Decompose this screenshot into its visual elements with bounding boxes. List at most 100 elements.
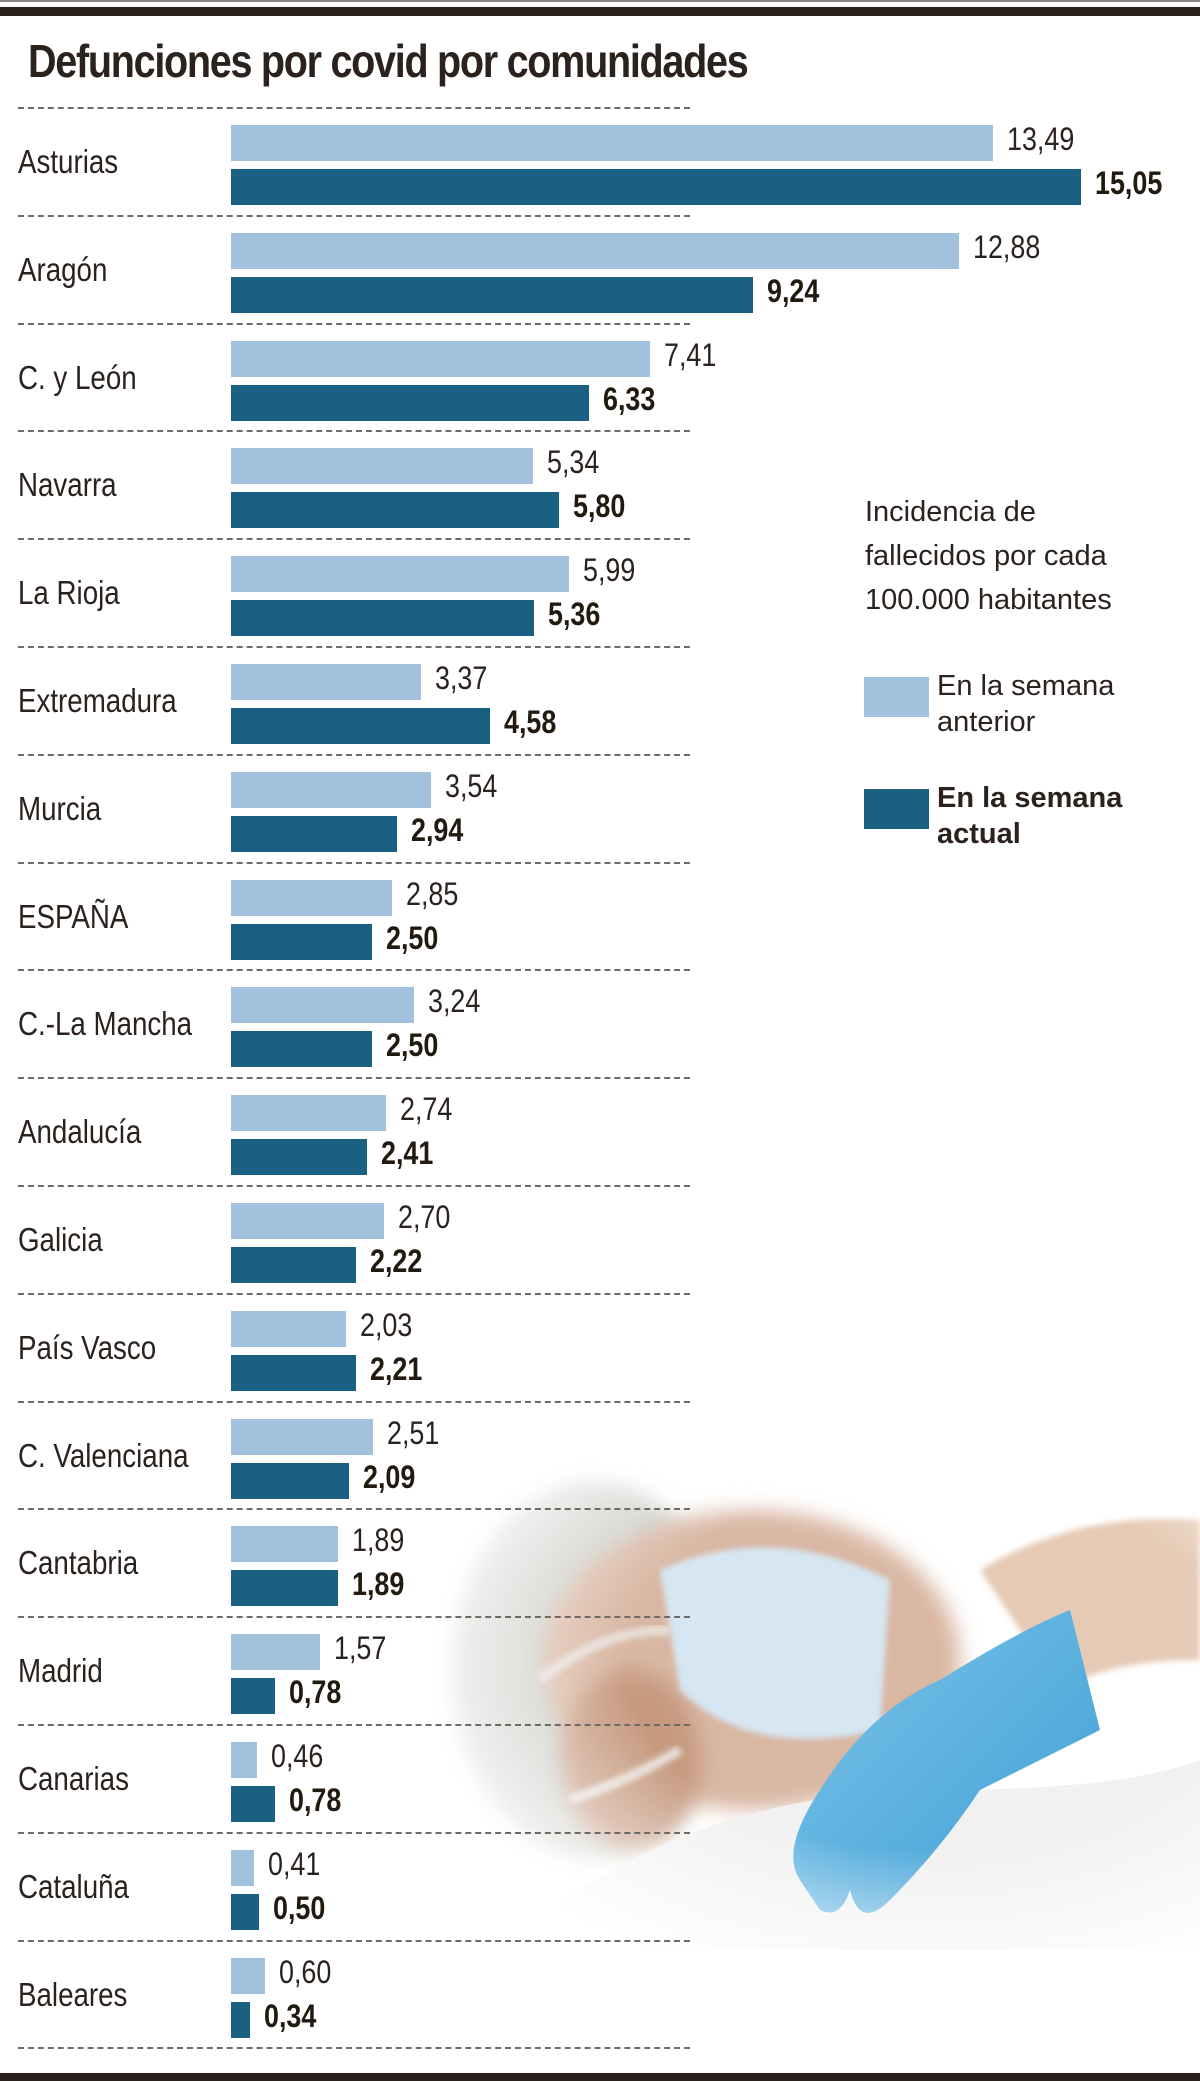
bar-current-week	[231, 1893, 260, 1930]
bar-previous-week	[231, 1849, 255, 1886]
row-label: Asturias	[18, 143, 119, 180]
value-current-week: 5,36	[547, 596, 601, 633]
row-divider	[18, 214, 690, 217]
bar-previous-week	[231, 1203, 384, 1239]
value-previous-week: 7,41	[663, 336, 716, 373]
row-label: C. Valenciana	[18, 1436, 189, 1474]
row-label: Galicia	[18, 1221, 103, 1258]
value-current-week: 0,78	[289, 1674, 342, 1711]
value-current-week: 2,21	[369, 1350, 423, 1387]
row-divider	[18, 969, 690, 972]
legend-swatch-previous	[864, 677, 929, 717]
bar-current-week	[231, 1462, 350, 1499]
row-divider	[18, 1724, 690, 1726]
row-divider	[18, 1831, 690, 1834]
row-divider	[18, 322, 690, 325]
patient-gloved-hand-image	[420, 1430, 1200, 1950]
value-previous-week: 3,24	[428, 983, 481, 1020]
bar-previous-week	[231, 448, 533, 485]
row-label: Madrid	[18, 1652, 103, 1690]
row-label: Cataluña	[18, 1867, 129, 1905]
value-current-week: 1,89	[351, 1566, 405, 1603]
row-divider	[18, 1508, 690, 1511]
bar-previous-week	[231, 340, 650, 377]
bar-current-week	[231, 923, 373, 960]
row-label: Murcia	[18, 789, 102, 827]
row-label: Andalucía	[18, 1113, 142, 1151]
bar-current-week	[231, 708, 490, 744]
bar-previous-week	[231, 125, 994, 161]
value-previous-week: 3,54	[445, 767, 498, 804]
value-current-week: 2,41	[381, 1135, 434, 1172]
bar-current-week	[231, 384, 589, 421]
bar-current-week	[231, 600, 534, 637]
bottom-rule	[0, 2073, 1200, 2081]
row-divider	[18, 538, 690, 541]
value-previous-week: 12,88	[972, 228, 1040, 265]
value-current-week: 0,34	[264, 1997, 317, 2034]
value-current-week: 2,94	[411, 811, 464, 848]
row-divider	[18, 2047, 690, 2050]
value-previous-week: 1,57	[333, 1630, 387, 1667]
bar-previous-week	[231, 556, 570, 593]
bar-previous-week	[231, 1742, 257, 1778]
bar-current-week	[231, 1139, 368, 1176]
value-previous-week: 5,99	[583, 552, 636, 589]
bar-previous-week	[231, 664, 422, 700]
bar-current-week	[231, 276, 754, 313]
row-divider	[18, 1939, 690, 1942]
bar-previous-week	[231, 1957, 265, 1994]
value-current-week: 0,50	[273, 1889, 326, 1926]
row-label: Aragón	[18, 250, 108, 288]
bar-previous-week	[231, 232, 959, 269]
legend-title-line: Incidencia de	[865, 496, 1036, 528]
value-current-week: 0,78	[289, 1782, 342, 1818]
value-previous-week: 2,03	[359, 1306, 413, 1343]
bar-current-week	[231, 169, 1082, 205]
row-label: C. y León	[18, 358, 137, 396]
value-current-week: 2,50	[386, 1027, 439, 1064]
row-label: C.-La Mancha	[18, 1005, 193, 1043]
row-divider	[18, 646, 690, 648]
value-previous-week: 2,85	[406, 875, 459, 912]
row-divider	[18, 1077, 690, 1080]
row-label: Canarias	[18, 1760, 129, 1797]
value-previous-week: 1,89	[351, 1522, 405, 1559]
row-divider	[18, 430, 690, 433]
legend-label-current: En la semana actual	[937, 782, 1123, 850]
row-label: País Vasco	[18, 1328, 157, 1366]
bar-current-week	[231, 1786, 276, 1822]
value-previous-week: 0,60	[278, 1953, 332, 1990]
value-previous-week: 13,49	[1007, 121, 1075, 157]
bar-previous-week	[231, 1526, 338, 1563]
row-divider	[18, 1400, 690, 1403]
bar-previous-week	[231, 1095, 386, 1132]
row-label: Extremadura	[18, 682, 177, 719]
row-label: Cantabria	[18, 1544, 139, 1582]
row-label: Navarra	[18, 466, 117, 504]
legend-title-line: fallecidos por cada	[865, 540, 1107, 572]
value-previous-week: 3,37	[435, 660, 488, 696]
row-divider	[18, 107, 690, 109]
value-previous-week: 2,51	[386, 1414, 440, 1451]
row-label: Baleares	[18, 1975, 128, 2013]
bar-previous-week	[231, 987, 415, 1024]
value-current-week: 2,50	[386, 919, 439, 956]
value-previous-week: 0,41	[268, 1845, 321, 1882]
bar-previous-week	[231, 1634, 320, 1671]
bar-current-week	[231, 492, 559, 529]
value-current-week: 2,09	[363, 1458, 416, 1495]
bar-previous-week	[231, 771, 431, 808]
legend-swatch-current	[864, 789, 929, 829]
bar-current-week	[231, 1031, 373, 1068]
legend-title-line: 100.000 habitantes	[865, 584, 1112, 616]
chart-title: Defunciones por covid por comunidades	[28, 35, 749, 87]
legend-title: Incidencia de fallecidos por cada 100.00…	[865, 490, 1195, 622]
value-previous-week: 0,46	[270, 1738, 324, 1774]
row-divider	[18, 1292, 690, 1295]
value-previous-week: 2,70	[397, 1199, 450, 1235]
top-rule-thin	[0, 0, 1200, 2]
bar-previous-week	[231, 879, 393, 916]
value-current-week: 2,22	[370, 1243, 423, 1279]
value-current-week: 6,33	[602, 380, 655, 417]
